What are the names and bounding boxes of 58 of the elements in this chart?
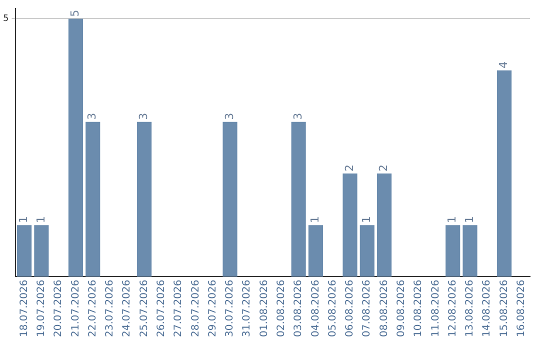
x-tick-label: 11.08.2026: [430, 280, 442, 338]
x-tick-label: 12.08.2026: [447, 280, 458, 338]
bar: [497, 70, 512, 277]
x-tick-label: 01.08.2026: [258, 280, 270, 338]
x-tick-label: 10.08.2026: [413, 280, 424, 338]
x-tick-label: 22.07.2026: [87, 280, 98, 338]
bar: [342, 174, 358, 277]
x-tick-label: 08.08.2026: [378, 280, 390, 338]
x-tick-label: 25.07.2026: [138, 280, 150, 338]
data-label: 1: [34, 216, 48, 224]
data-label: 1: [308, 216, 322, 224]
x-tick-label: 18.07.2026: [18, 280, 30, 338]
x-tick-label: 14.08.2026: [482, 280, 493, 338]
x-tick-label: 02.08.2026: [276, 280, 288, 338]
x-tick-label: 06.08.2026: [344, 280, 356, 338]
x-tick-label: 09.08.2026: [396, 280, 408, 338]
data-label: 2: [377, 164, 390, 172]
x-tick-label: 21.07.2026: [70, 280, 82, 338]
x-tick-label: 29.07.2026: [207, 280, 218, 338]
bar: [291, 122, 306, 277]
data-label: 5: [68, 10, 82, 17]
data-label: 3: [222, 112, 236, 120]
data-label: 1: [446, 216, 459, 224]
x-tick-label: 15.08.2026: [498, 280, 510, 338]
bar: [377, 174, 392, 277]
bar: [34, 225, 49, 277]
x-tick-label: 05.08.2026: [327, 280, 338, 338]
bar: [68, 18, 84, 277]
data-label: 1: [17, 216, 30, 224]
x-tick-label: 31.07.2026: [242, 280, 253, 338]
data-label: 3: [291, 112, 304, 120]
data-label: 2: [342, 164, 356, 172]
data-label: 1: [360, 216, 374, 224]
data-label: 4: [497, 61, 510, 68]
x-tick-label: 03.08.2026: [293, 280, 304, 338]
bar: [360, 225, 374, 277]
bar: [137, 122, 152, 277]
bar: [86, 122, 100, 277]
bar: [446, 225, 460, 277]
x-tick-label: 27.07.2026: [173, 280, 184, 338]
x-tick-label: 30.07.2026: [224, 280, 236, 338]
bar: [462, 225, 478, 277]
data-label: 3: [137, 112, 150, 120]
x-tick-label: 28.07.2026: [190, 280, 202, 338]
x-tick-label: 16.08.2026: [516, 280, 528, 338]
x-tick-label: 20.07.2026: [53, 280, 64, 338]
bar: [17, 225, 32, 277]
x-tick-label: 13.08.2026: [464, 280, 476, 338]
x-tick-label: 04.08.2026: [310, 280, 322, 338]
x-tick-label: 26.07.2026: [156, 280, 168, 338]
bar: [308, 225, 324, 277]
bar: [222, 122, 238, 277]
x-tick-label: 07.08.2026: [362, 280, 373, 338]
x-tick-label: 24.07.2026: [122, 280, 133, 338]
x-tick-label: 19.07.2026: [36, 280, 48, 338]
x-tick-label: 23.07.2026: [104, 280, 116, 338]
data-label: 3: [86, 112, 99, 120]
data-label: 1: [462, 216, 476, 224]
